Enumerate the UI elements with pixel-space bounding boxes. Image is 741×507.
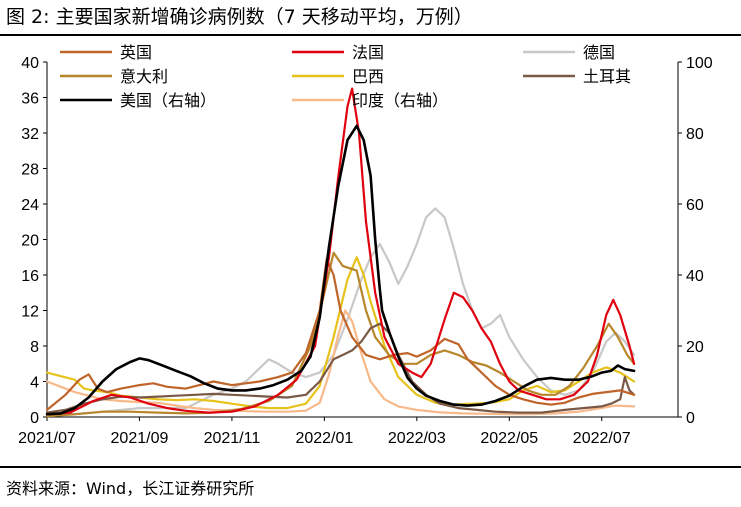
y-left-tick-label: 32 [21, 126, 39, 143]
series-line-美国（右轴） [45, 124, 636, 416]
legend-item: 意大利 [60, 67, 168, 86]
y-right-tick-label: 100 [686, 55, 713, 72]
top-rule [0, 34, 741, 36]
y-right-tick-label: 80 [686, 126, 704, 143]
legend-item: 巴西 [292, 67, 384, 86]
y-right-tick-label: 20 [686, 339, 704, 356]
y-right-tick-label: 0 [686, 410, 695, 427]
x-tick-label: 2022/01 [295, 430, 353, 447]
x-tick-label: 2022/05 [480, 430, 538, 447]
y-left-tick-label: 12 [21, 304, 39, 321]
legend-label: 德国 [583, 43, 615, 62]
x-tick-label: 2022/03 [388, 430, 446, 447]
series-lines [45, 87, 636, 418]
x-tick-label: 2021/09 [111, 430, 169, 447]
y-left-tick-label: 16 [21, 268, 39, 285]
y-left-tick-label: 24 [21, 197, 39, 214]
legend-label: 巴西 [352, 67, 384, 86]
x-tick-label: 2021/11 [204, 430, 261, 447]
figure-title-text: 主要国家新增确诊病例数（7 天移动平均，万例） [55, 6, 473, 28]
legend-label: 法国 [352, 43, 384, 62]
y-left-tick-label: 20 [21, 233, 39, 250]
legend-item: 印度（右轴） [292, 91, 448, 110]
y-left-tick-label: 4 [30, 375, 39, 392]
figure-label: 图 2: [6, 6, 50, 28]
x-tick-label: 2021/07 [18, 430, 76, 447]
legend-label: 印度（右轴） [352, 91, 448, 110]
series-line-英国 [45, 257, 636, 411]
legend-item: 美国（右轴） [60, 91, 216, 110]
bottom-rule [0, 466, 741, 468]
legend-label: 意大利 [120, 67, 168, 86]
figure-title: 图 2: 主要国家新增确诊病例数（7 天移动平均，万例） [6, 4, 473, 30]
legend-item: 法国 [292, 43, 384, 62]
series-line-法国 [45, 87, 636, 416]
y-right-tick-label: 40 [686, 268, 704, 285]
y-left-tick-label: 28 [21, 162, 39, 179]
y-left-tick-label: 0 [30, 410, 39, 427]
line-chart: 0 4 8 12 16 20 24 28 32 36 40 0 20 40 60 80 100 2021/07 20… [18, 43, 713, 447]
legend-item: 德国 [523, 43, 615, 62]
series-line-印度（右轴） [45, 309, 636, 416]
legend-label: 土耳其 [583, 67, 631, 86]
axes-group: 0 4 8 12 16 20 24 28 32 36 40 0 20 40 60 80 100 2021/07 20… [18, 55, 713, 447]
legend-item: 土耳其 [523, 67, 631, 86]
series-line-土耳其 [45, 322, 636, 414]
y-left-tick-label: 40 [21, 55, 39, 72]
legend-label: 英国 [120, 43, 152, 62]
y-left-tick-label: 8 [30, 339, 39, 356]
y-right-tick-label: 60 [686, 197, 704, 214]
legend-label: 美国（右轴） [120, 91, 216, 110]
x-tick-label: 2022/07 [573, 430, 631, 447]
y-left-tick-label: 36 [21, 91, 39, 108]
legend-item: 英国 [60, 43, 152, 62]
source-note: 资料来源：Wind，长江证券研究所 [6, 479, 255, 498]
